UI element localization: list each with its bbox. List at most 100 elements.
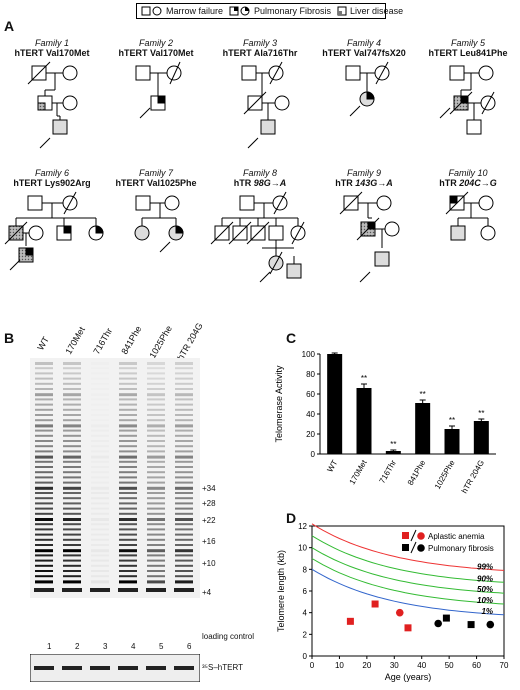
band-label-34: +34 bbox=[202, 484, 216, 493]
family-6-gene: hTERT Lys902Arg bbox=[13, 178, 91, 188]
gel-band bbox=[35, 549, 53, 553]
gel-band bbox=[63, 502, 81, 505]
percentile-curve bbox=[311, 547, 505, 594]
gel-band bbox=[63, 460, 81, 463]
gel-band bbox=[63, 455, 81, 459]
gel-band bbox=[175, 544, 193, 546]
panel-d-letter: D bbox=[286, 510, 297, 526]
gel-band bbox=[35, 440, 53, 442]
gel-band bbox=[119, 388, 137, 390]
gel-band bbox=[91, 419, 109, 421]
gel-band bbox=[175, 512, 193, 515]
data-point-square bbox=[346, 617, 354, 625]
gel-band bbox=[119, 419, 137, 422]
gel-band bbox=[175, 408, 193, 411]
gel-band bbox=[35, 372, 53, 375]
gel-band bbox=[63, 554, 81, 557]
gel-band bbox=[91, 424, 109, 427]
gel-band bbox=[119, 497, 137, 500]
gel-band bbox=[119, 393, 137, 397]
legend-pulmonary: Pulmonary Fibrosis bbox=[229, 6, 331, 16]
gel-band bbox=[119, 377, 137, 380]
band-label-28: +28 bbox=[202, 499, 216, 508]
gel-band bbox=[91, 564, 109, 567]
gel-band bbox=[63, 403, 81, 406]
lane-number-4: 4 bbox=[131, 642, 136, 651]
gel-band bbox=[175, 362, 193, 365]
lane-number-5: 5 bbox=[159, 642, 164, 651]
gel-band bbox=[147, 549, 165, 553]
gel-band bbox=[91, 492, 109, 494]
gel-band bbox=[91, 466, 109, 468]
family-1-title: Family 1 bbox=[34, 38, 69, 48]
gel-band bbox=[175, 424, 193, 428]
gel-band bbox=[175, 486, 193, 490]
family-9-gene-prefix: hTR bbox=[335, 178, 356, 188]
family-1-gene: hTERT Val170Met bbox=[14, 48, 90, 58]
gel-band bbox=[175, 445, 193, 448]
gel-band bbox=[147, 518, 165, 521]
pedigree-family-8 bbox=[210, 191, 306, 283]
family-5-gene: hTERT Leu841Phe bbox=[428, 48, 508, 58]
gel-band bbox=[147, 460, 165, 463]
gel-band bbox=[63, 362, 81, 365]
gel-band bbox=[119, 362, 137, 365]
gel-band bbox=[35, 377, 53, 380]
gel-band bbox=[147, 429, 165, 432]
gel-band bbox=[35, 564, 53, 567]
gel-band bbox=[119, 507, 137, 510]
legend-liver-label: Liver disease bbox=[350, 6, 404, 16]
gel-band bbox=[35, 460, 53, 463]
percentile-label: 10% bbox=[477, 596, 493, 605]
hTERT-band bbox=[90, 666, 110, 670]
gel-band bbox=[63, 497, 81, 500]
legend-slash bbox=[410, 541, 417, 554]
gel-band bbox=[63, 481, 81, 484]
telomere-length-chart: 0 10 20 30 40 50 60 70 0 2 4 6 8 10 12 Age (years) Telom… bbox=[276, 522, 509, 682]
gel-band bbox=[175, 559, 193, 562]
pedigree-family-5 bbox=[439, 65, 496, 135]
gel-band bbox=[147, 492, 165, 494]
gel-band bbox=[63, 398, 81, 401]
gel-band bbox=[147, 564, 165, 567]
gel-band bbox=[147, 419, 165, 422]
legend-aplastic-anemia: Aplastic anemia bbox=[428, 532, 485, 541]
gel-band bbox=[175, 367, 193, 370]
gel-band bbox=[63, 507, 81, 510]
family-3-gene: hTERT Ala716Thr bbox=[222, 48, 298, 58]
loading-control-label: loading control bbox=[202, 632, 255, 641]
gel-band bbox=[35, 414, 53, 416]
gel-band bbox=[91, 554, 109, 556]
percentile-curve bbox=[311, 568, 505, 616]
x-axis-label: Age (years) bbox=[385, 672, 432, 682]
gel-band bbox=[91, 383, 109, 385]
pedigree-family-3 bbox=[241, 61, 290, 149]
hTERT-band bbox=[62, 666, 82, 670]
gel-band bbox=[63, 570, 81, 572]
gel-image bbox=[30, 358, 200, 598]
gel-band bbox=[119, 440, 137, 442]
x-tick-label: 70 bbox=[500, 661, 509, 670]
gel-band bbox=[147, 575, 165, 578]
pedigree-family-10 bbox=[445, 191, 496, 241]
gel-band bbox=[35, 502, 53, 505]
lane-label-716thr: 716Thr bbox=[91, 326, 115, 356]
gel-band bbox=[175, 570, 193, 572]
y-tick-label: 8 bbox=[303, 565, 308, 574]
gel-band bbox=[63, 564, 81, 567]
bar bbox=[415, 403, 431, 454]
gel-band bbox=[147, 445, 165, 448]
gel-band bbox=[175, 502, 193, 505]
gel-band bbox=[35, 512, 53, 515]
gel-band bbox=[91, 378, 109, 380]
percentile-curve bbox=[311, 535, 505, 583]
gel-band bbox=[35, 445, 53, 448]
gel-band bbox=[35, 507, 53, 510]
gel-band bbox=[91, 393, 109, 396]
gel-band bbox=[147, 408, 165, 411]
gel-band bbox=[35, 518, 53, 521]
gel-band bbox=[119, 414, 137, 416]
significance-label: ** bbox=[420, 390, 426, 399]
gel-band bbox=[119, 450, 137, 453]
y-tick-label: 6 bbox=[303, 587, 308, 596]
